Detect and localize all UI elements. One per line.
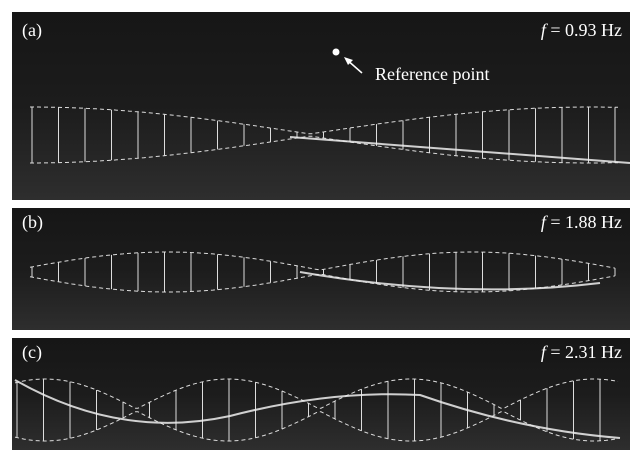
wave-envelopes [14, 106, 631, 442]
envelope-upper [30, 106, 618, 135]
panel-a-image [12, 12, 630, 200]
envelope-lower [29, 273, 616, 293]
reference-dot [332, 48, 340, 56]
panel-c-image [12, 338, 630, 450]
frequency-value: = 1.88 Hz [550, 212, 622, 232]
frequency: f = 1.88 Hz [541, 212, 622, 232]
annotation: Reference point [375, 64, 489, 84]
reference-arrowhead [344, 57, 353, 65]
frequency-value: = 2.31 Hz [550, 342, 622, 362]
frequency-value: = 0.93 Hz [550, 20, 622, 40]
water-surface [299, 271, 601, 291]
envelope-upper [14, 378, 619, 409]
panel-label: (c) [22, 342, 42, 363]
envelope-lower [30, 135, 618, 164]
water-surface [14, 379, 621, 439]
panel-label: (b) [22, 212, 43, 233]
frequency: f = 2.31 Hz [541, 342, 622, 362]
water-surface [289, 136, 631, 164]
panel-label: (a) [22, 20, 42, 41]
frequency-symbol: f [541, 212, 549, 232]
envelope-lower [14, 411, 619, 442]
frequency-symbol: f [541, 20, 549, 40]
frequency-symbol: f [541, 342, 549, 362]
panel-b-image [12, 208, 630, 330]
envelope-upper [29, 251, 616, 271]
frequency: f = 0.93 Hz [541, 20, 622, 40]
